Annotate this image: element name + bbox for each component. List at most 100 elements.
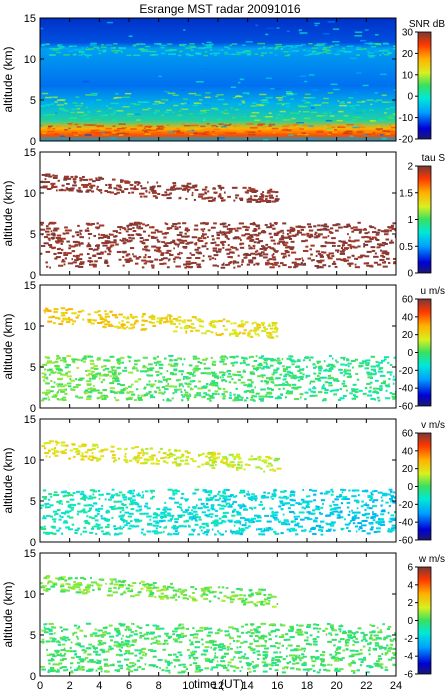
snr-cell <box>236 51 245 54</box>
data-cell <box>186 383 192 386</box>
data-cell <box>194 519 198 522</box>
data-cell <box>196 263 200 266</box>
data-cell <box>58 357 61 360</box>
data-cell <box>344 368 347 371</box>
data-cell <box>164 452 167 455</box>
data-cell <box>231 378 234 381</box>
data-cell <box>194 523 199 526</box>
snr-cell <box>322 48 327 51</box>
data-cell <box>77 314 80 317</box>
data-cell <box>388 371 393 374</box>
data-cell <box>71 508 74 511</box>
data-cell <box>144 505 148 508</box>
data-cell <box>224 630 230 633</box>
data-cell <box>48 398 51 401</box>
snr-cell <box>64 129 68 131</box>
data-cell <box>187 377 191 380</box>
data-cell <box>64 444 69 447</box>
data-cell <box>123 455 126 458</box>
data-cell <box>153 361 160 364</box>
data-cell <box>195 251 202 254</box>
data-cell <box>97 661 100 664</box>
data-cell <box>80 490 85 493</box>
snr-cell <box>382 130 391 132</box>
data-cell <box>299 659 302 662</box>
data-cell <box>288 371 294 374</box>
data-cell <box>104 310 107 313</box>
snr-cell <box>223 124 230 126</box>
data-cell <box>258 398 265 401</box>
snr-cell <box>141 129 147 132</box>
data-cell <box>377 263 382 266</box>
data-cell <box>337 511 343 514</box>
snr-cell <box>43 114 48 116</box>
data-cell <box>186 371 192 374</box>
data-cell <box>252 666 256 669</box>
y-tick-label: 10 <box>24 455 36 467</box>
data-cell <box>124 524 128 527</box>
data-cell <box>308 530 312 533</box>
data-cell <box>50 370 54 373</box>
data-cell <box>252 229 257 232</box>
data-cell <box>331 389 335 392</box>
colorbar-tick-label: 40 <box>402 312 414 323</box>
data-cell <box>206 247 209 250</box>
data-cell <box>370 491 373 494</box>
data-cell <box>390 499 394 502</box>
data-cell <box>95 457 102 460</box>
data-cell <box>155 514 161 517</box>
snr-cell <box>136 119 141 121</box>
data-cell <box>237 237 241 240</box>
data-cell <box>287 392 293 395</box>
snr-cell <box>114 96 122 99</box>
snr-cell <box>291 117 296 120</box>
snr-cell <box>150 50 157 53</box>
data-cell <box>69 498 75 501</box>
data-cell <box>248 498 254 501</box>
data-cell <box>340 363 345 366</box>
data-cell <box>292 234 297 237</box>
data-cell <box>208 639 215 642</box>
data-cell <box>175 319 180 322</box>
data-cell <box>172 317 179 320</box>
data-cell <box>57 398 62 401</box>
data-cell <box>191 194 194 197</box>
data-cell <box>107 237 110 240</box>
data-cell <box>251 394 255 397</box>
data-cell <box>233 266 236 269</box>
data-cell <box>341 244 346 247</box>
data-cell <box>51 247 55 250</box>
data-cell <box>350 227 354 230</box>
data-cell <box>173 458 178 461</box>
data-cell <box>262 658 265 661</box>
data-cell <box>385 397 391 400</box>
data-cell <box>319 511 322 514</box>
data-cell <box>274 397 280 400</box>
snr-cell <box>254 53 259 55</box>
data-cell <box>302 488 305 491</box>
data-cell <box>72 178 77 181</box>
data-cell <box>123 180 129 183</box>
data-cell <box>82 185 88 188</box>
data-cell <box>142 313 146 316</box>
data-cell <box>273 518 280 521</box>
data-cell <box>272 253 275 256</box>
data-cell <box>66 182 70 185</box>
data-cell <box>269 377 272 380</box>
data-cell <box>178 385 181 388</box>
data-cell <box>165 251 169 254</box>
data-cell <box>361 513 367 516</box>
data-cell <box>178 251 181 254</box>
data-cell <box>351 653 357 656</box>
snr-cell <box>165 99 168 102</box>
data-cell <box>120 325 124 328</box>
data-cell <box>80 261 85 264</box>
data-cell <box>94 319 97 322</box>
data-cell <box>222 495 228 498</box>
data-cell <box>87 313 91 316</box>
data-cell <box>150 637 155 640</box>
data-cell <box>194 189 199 192</box>
data-cell <box>269 469 272 472</box>
data-cell <box>189 663 192 666</box>
data-cell <box>69 506 75 509</box>
